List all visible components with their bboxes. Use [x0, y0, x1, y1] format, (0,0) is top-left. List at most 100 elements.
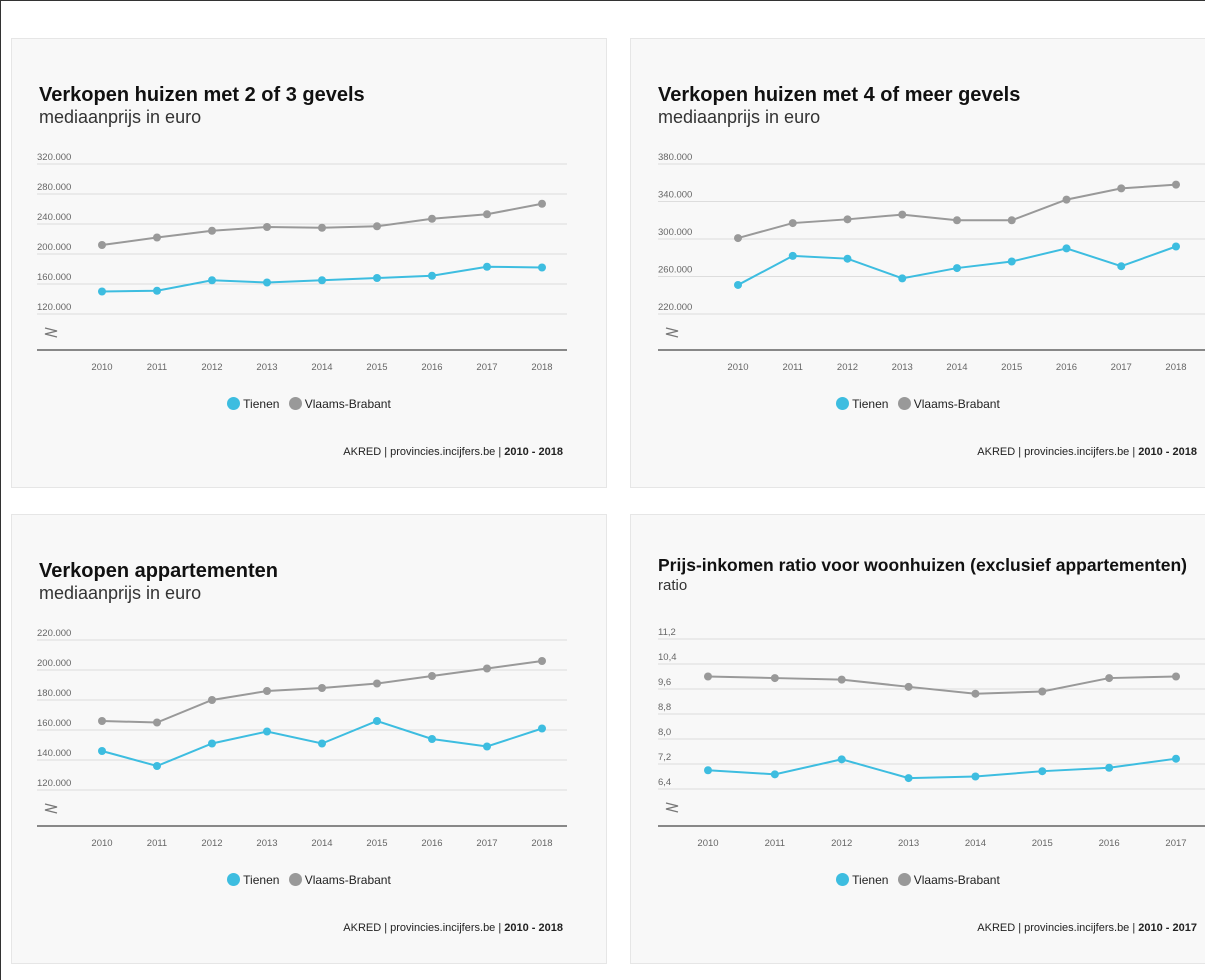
y-tick-label: 7,2 — [658, 752, 671, 763]
data-point — [953, 264, 961, 272]
data-point — [538, 725, 546, 733]
x-tick-label: 2017 — [476, 362, 497, 373]
data-point — [428, 735, 436, 743]
data-point — [734, 234, 742, 242]
axis-break-icon — [666, 328, 678, 337]
legend-marker — [227, 397, 240, 410]
data-point — [428, 672, 436, 680]
x-tick-label: 2018 — [531, 838, 552, 849]
data-point — [153, 762, 161, 770]
line-chart: 6,4 7,2 8,0 8,8 9,6 10,4 11,2 2010 2011 2012 2013 2… — [631, 515, 1205, 965]
legend-item-vlaams-brabant[interactable]: Vlaams-Brabant — [289, 397, 391, 411]
x-tick-label: 2011 — [783, 362, 803, 373]
data-point — [844, 215, 852, 223]
source-credit: AKRED | provincies.incijfers.be | 2010 -… — [343, 922, 563, 934]
source-credit: AKRED | provincies.incijfers.be | 2010 -… — [977, 446, 1197, 458]
x-tick-label: 2015 — [1032, 838, 1053, 849]
legend-marker — [836, 873, 849, 886]
legend-label: Vlaams-Brabant — [305, 397, 391, 411]
legend-marker — [289, 873, 302, 886]
data-point — [263, 687, 271, 695]
data-point — [373, 222, 381, 230]
legend-item-tienen[interactable]: Tienen — [227, 873, 279, 887]
legend-item-vlaams-brabant[interactable]: Vlaams-Brabant — [289, 873, 391, 887]
axis-break-icon — [45, 328, 57, 337]
x-tick-label: 2017 — [476, 838, 497, 849]
line-chart: 120.000140.000160.000180.000200.000220.0… — [12, 515, 608, 965]
data-point — [771, 770, 779, 778]
x-tick-label: 2015 — [366, 362, 387, 373]
data-point — [844, 255, 852, 263]
legend-marker — [898, 397, 911, 410]
data-point — [98, 241, 106, 249]
data-point — [428, 215, 436, 223]
legend-label: Tienen — [243, 873, 279, 887]
data-point — [971, 773, 979, 781]
data-point — [263, 223, 271, 231]
data-point — [953, 216, 961, 224]
data-point — [1008, 216, 1016, 224]
legend-item-vlaams-brabant[interactable]: Vlaams-Brabant — [898, 397, 1000, 411]
data-point — [318, 740, 326, 748]
x-tick-label: 2010 — [91, 362, 112, 373]
data-point — [905, 683, 913, 691]
legend: Tienen Vlaams-Brabant — [631, 873, 1205, 887]
x-tick-label: 2015 — [366, 838, 387, 849]
y-tick-label: 8,0 — [658, 727, 671, 738]
x-tick-label: 2011 — [147, 362, 167, 373]
data-point — [98, 288, 106, 296]
x-tick-label: 2016 — [421, 362, 442, 373]
chart-panel: Verkopen huizen met 2 of 3 gevels mediaa… — [11, 38, 607, 488]
data-point — [734, 281, 742, 289]
y-tick-label: 280.000 — [37, 182, 71, 193]
data-point — [838, 755, 846, 763]
legend-item-vlaams-brabant[interactable]: Vlaams-Brabant — [898, 873, 1000, 887]
y-tick-label: 380.000 — [658, 152, 692, 163]
data-point — [838, 676, 846, 684]
legend-item-tienen[interactable]: Tienen — [836, 397, 888, 411]
x-tick-label: 2013 — [256, 362, 277, 373]
x-tick-label: 2016 — [1056, 362, 1077, 373]
chart-panel: Verkopen appartementen mediaanprijs in e… — [11, 514, 607, 964]
x-tick-label: 2014 — [946, 362, 967, 373]
legend-marker — [289, 397, 302, 410]
data-point — [1172, 181, 1180, 189]
x-tick-label: 2013 — [892, 362, 913, 373]
legend-item-tienen[interactable]: Tienen — [836, 873, 888, 887]
source-text: AKRED | provincies.incijfers.be | — [977, 922, 1138, 934]
source-credit: AKRED | provincies.incijfers.be | 2010 -… — [977, 922, 1197, 934]
legend-label: Tienen — [852, 397, 888, 411]
data-point — [318, 276, 326, 284]
y-tick-label: 160.000 — [37, 718, 71, 729]
y-tick-label: 140.000 — [37, 748, 71, 759]
data-point — [538, 657, 546, 665]
x-tick-label: 2014 — [311, 362, 332, 373]
legend-item-tienen[interactable]: Tienen — [227, 397, 279, 411]
data-point — [318, 684, 326, 692]
y-tick-label: 240.000 — [37, 212, 71, 223]
line-chart: 220.000260.000300.000340.000380.0002010 2… — [631, 39, 1205, 489]
data-point — [1117, 262, 1125, 270]
data-point — [898, 274, 906, 282]
data-point — [898, 211, 906, 219]
data-point — [704, 766, 712, 774]
x-tick-label: 2012 — [837, 362, 858, 373]
data-point — [483, 210, 491, 218]
data-point — [263, 728, 271, 736]
data-point — [318, 224, 326, 232]
source-years: 2010 - 2018 — [504, 922, 563, 934]
data-point — [1063, 196, 1071, 204]
data-point — [771, 674, 779, 682]
legend: Tienen Vlaams-Brabant — [12, 873, 606, 887]
y-tick-label: 120.000 — [37, 778, 71, 789]
x-tick-label: 2014 — [965, 838, 986, 849]
legend-label: Vlaams-Brabant — [305, 873, 391, 887]
data-point — [483, 263, 491, 271]
y-tick-label: 8,8 — [658, 702, 671, 713]
axis-break-icon — [666, 803, 678, 812]
chart-panel: Prijs-inkomen ratio voor woonhuizen (exc… — [630, 514, 1205, 964]
legend-label: Vlaams-Brabant — [914, 873, 1000, 887]
chart-panel: Verkopen huizen met 4 of meer gevels med… — [630, 38, 1205, 488]
data-point — [428, 272, 436, 280]
y-tick-label: 260.000 — [658, 265, 692, 276]
